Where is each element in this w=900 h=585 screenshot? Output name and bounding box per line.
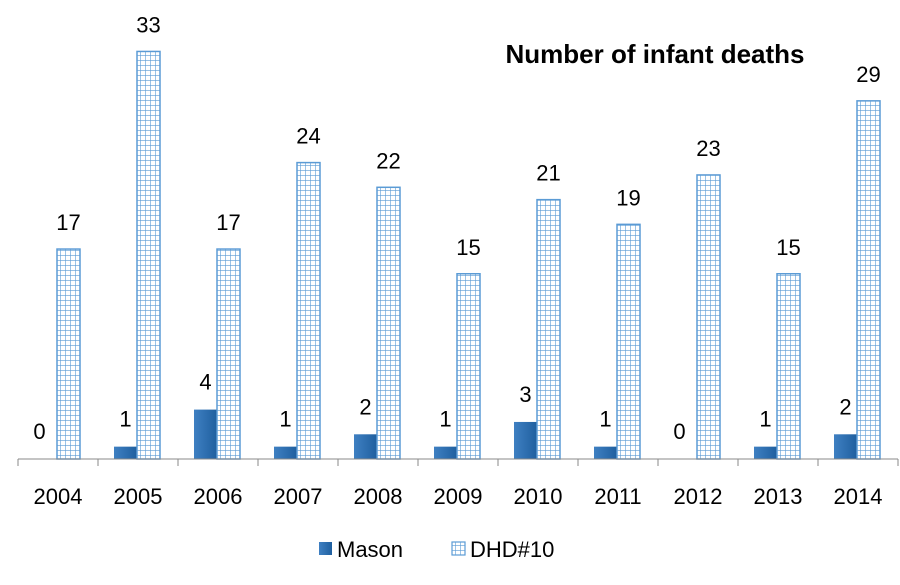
data-label-dhd10-2008: 22 [376, 148, 400, 173]
bar-dhd10-2008 [376, 186, 401, 460]
data-label-dhd10-2011: 19 [616, 185, 640, 210]
data-label-mason-2012: 0 [673, 419, 685, 444]
data-label-mason-2013: 1 [759, 407, 771, 432]
bar-mason-2008 [354, 434, 377, 459]
x-tick-label-2005: 2005 [114, 484, 163, 509]
data-label-dhd10-2009: 15 [456, 235, 480, 260]
x-tick-label-2009: 2009 [434, 484, 483, 509]
data-label-mason-2014: 2 [839, 394, 851, 419]
data-label-mason-2010: 3 [519, 382, 531, 407]
legend-swatch-dhd10 [451, 541, 466, 556]
x-tick-label-2012: 2012 [674, 484, 723, 509]
data-label-dhd10-2005: 33 [136, 12, 160, 37]
bar-dhd10-2010 [536, 198, 561, 460]
data-label-mason-2006: 4 [199, 370, 211, 395]
bar-mason-2006 [194, 409, 217, 459]
data-label-mason-2005: 1 [119, 407, 131, 432]
bar-mason-2007 [274, 446, 297, 459]
data-label-mason-2011: 1 [599, 407, 611, 432]
x-tick-label-2010: 2010 [514, 484, 563, 509]
bar-mason-2011 [594, 446, 617, 459]
chart-title: Number of infant deaths [505, 39, 804, 69]
bars-layer [56, 50, 881, 460]
data-label-mason-2009: 1 [439, 407, 451, 432]
x-tick-labels-layer: 2004 2005 2006 2007 2008 2009 2010 2011 2012 2013… [34, 484, 883, 509]
legend-label-mason: Mason [337, 537, 403, 562]
bar-mason-2014 [834, 434, 857, 459]
bar-dhd10-2012 [696, 174, 721, 460]
x-ticks-layer [17, 459, 899, 466]
data-label-mason-2004: 0 [33, 419, 45, 444]
x-tick-label-2013: 2013 [754, 484, 803, 509]
data-label-dhd10-2012: 23 [696, 136, 720, 161]
bar-dhd10-2009 [456, 273, 481, 460]
legend-swatch-mason [319, 542, 332, 555]
bar-dhd10-2014 [856, 100, 881, 460]
data-label-dhd10-2014: 29 [856, 62, 880, 87]
data-label-dhd10-2010: 21 [536, 161, 560, 186]
bar-mason-2009 [434, 446, 457, 459]
x-tick-label-2006: 2006 [194, 484, 243, 509]
bar-dhd10-2006 [216, 248, 241, 460]
data-label-dhd10-2013: 15 [776, 235, 800, 260]
data-label-dhd10-2004: 17 [56, 210, 80, 235]
x-tick-label-2007: 2007 [274, 484, 323, 509]
data-label-mason-2008: 2 [359, 394, 371, 419]
x-tick-label-2011: 2011 [594, 484, 641, 509]
bar-mason-2013 [754, 446, 777, 459]
data-label-mason-2007: 1 [279, 407, 291, 432]
bar-dhd10-2011 [616, 223, 641, 460]
bar-dhd10-2013 [776, 273, 801, 460]
x-tick-label-2004: 2004 [34, 484, 83, 509]
data-label-dhd10-2007: 24 [296, 124, 320, 149]
legend: Mason DHD#10 [319, 537, 554, 562]
bar-dhd10-2005 [136, 50, 161, 460]
data-label-dhd10-2006: 17 [216, 210, 240, 235]
legend-label-dhd10: DHD#10 [470, 537, 554, 562]
bar-mason-2010 [514, 421, 537, 459]
x-tick-label-2008: 2008 [354, 484, 403, 509]
bar-mason-2005 [114, 446, 137, 459]
bar-dhd10-2007 [296, 161, 321, 460]
bar-dhd10-2004 [56, 248, 81, 460]
x-tick-label-2014: 2014 [834, 484, 883, 509]
